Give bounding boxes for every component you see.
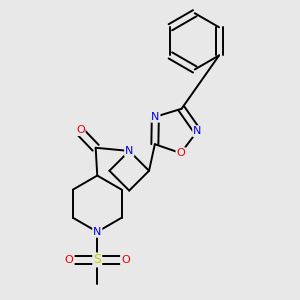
Text: N: N <box>125 146 134 156</box>
Text: N: N <box>151 112 160 122</box>
Text: S: S <box>93 254 101 266</box>
Text: O: O <box>76 125 85 135</box>
Text: O: O <box>121 255 130 265</box>
Text: N: N <box>193 126 202 136</box>
Text: N: N <box>93 227 101 237</box>
Text: O: O <box>65 255 74 265</box>
Text: O: O <box>176 148 185 158</box>
